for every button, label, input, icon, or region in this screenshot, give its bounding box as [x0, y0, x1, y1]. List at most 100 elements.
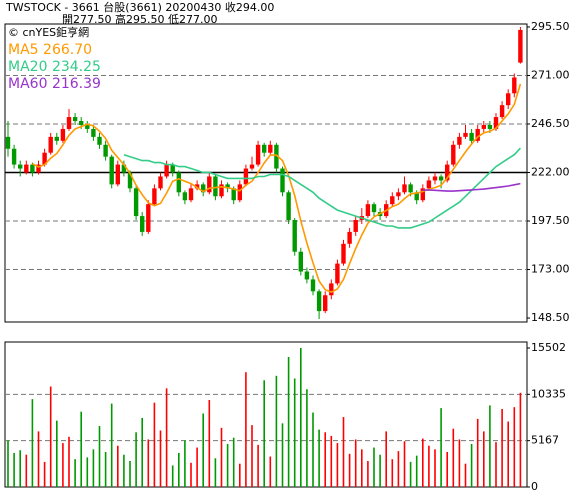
volume-bar: [98, 426, 101, 487]
candle-body: [48, 136, 53, 153]
volume-bar: [184, 440, 186, 487]
ma-line: [32, 83, 522, 293]
volume-bar: [293, 378, 296, 487]
y-tick-label: 5167: [531, 434, 559, 447]
volume-bar: [415, 455, 418, 487]
ma-line: [123, 147, 521, 229]
volume-bar: [306, 389, 308, 487]
candle-body: [249, 164, 255, 169]
legend-name: MA5: [8, 42, 39, 58]
volume-bar: [361, 449, 363, 487]
candle-body: [54, 136, 59, 141]
volume-bar: [385, 431, 387, 487]
volume-bar: [348, 453, 351, 487]
candle-body: [207, 176, 212, 193]
volume-bar: [312, 412, 314, 487]
candle-body: [286, 192, 291, 221]
volume-bar: [153, 402, 156, 487]
legend-entry: MA60 216.39: [8, 76, 101, 92]
volume-bar: [489, 405, 491, 487]
candle-body: [121, 164, 127, 173]
volume-bar: [25, 454, 28, 487]
candle-body: [24, 164, 29, 173]
legend-value: 266.70: [43, 42, 92, 58]
legend-value: 234.25: [52, 59, 101, 75]
legend-entry: MA5 266.70: [8, 42, 92, 58]
candle-body: [42, 152, 47, 165]
volume-bar: [123, 454, 125, 487]
candle-body: [219, 184, 224, 197]
candle-body: [18, 164, 23, 169]
candle-body: [225, 184, 230, 189]
candle-body: [231, 188, 236, 201]
header-line1: TWSTOCK - 3661 台股(3661) 20200430 收294.00: [5, 0, 274, 14]
volume-bar: [440, 408, 442, 487]
candle-body: [518, 29, 523, 63]
volume-bar: [275, 375, 278, 487]
volume-bar: [37, 431, 40, 487]
candle-body: [30, 164, 35, 173]
candle-body: [237, 184, 242, 201]
volume-bar: [367, 460, 369, 487]
volume-bar: [220, 427, 223, 487]
y-tick-label: 271.00: [531, 68, 570, 81]
candle-body: [487, 124, 493, 129]
volume-bar: [336, 443, 339, 487]
candle-body: [170, 164, 175, 173]
candle-body: [469, 132, 474, 141]
candle-body: [396, 192, 401, 197]
volume-bar: [49, 386, 52, 487]
candle-body: [457, 136, 462, 145]
volume-bar: [483, 431, 485, 487]
volume-bar: [13, 452, 15, 487]
volume-bar: [80, 411, 82, 487]
volume-bar: [129, 460, 131, 487]
volume-bar: [300, 348, 302, 487]
candle-body: [79, 121, 84, 125]
ma-line: [422, 182, 521, 192]
y-tick-label: 295.50: [531, 20, 570, 33]
candle-body: [115, 164, 120, 185]
candle-body: [493, 117, 499, 129]
candle-body: [414, 192, 419, 201]
candle-body: [201, 184, 206, 193]
y-tick-label: 15502: [531, 341, 566, 354]
candle-body: [323, 295, 328, 312]
volume-bar: [324, 432, 326, 487]
y-tick-label: 173.00: [531, 263, 570, 276]
candle-body: [408, 184, 413, 193]
volume-bar: [171, 465, 174, 487]
y-tick-label: 222.00: [531, 166, 570, 179]
y-tick-label: 0: [531, 480, 538, 493]
volume-bar: [458, 439, 461, 487]
volume-bar: [117, 445, 119, 487]
candle-body: [103, 144, 108, 157]
volume-bar: [226, 443, 229, 487]
volume-bar: [159, 430, 162, 487]
candle-body: [152, 188, 157, 205]
candle-body: [335, 263, 340, 284]
candle-body: [365, 204, 371, 217]
volume-bar: [287, 356, 290, 487]
candle-body: [194, 184, 200, 189]
volume-bar: [409, 461, 412, 487]
candle-body: [158, 176, 163, 189]
legend-name: MA20: [8, 59, 47, 75]
candle-body: [402, 184, 407, 193]
volume-bar: [165, 388, 168, 487]
candle-body: [243, 168, 249, 185]
candle-body: [512, 77, 517, 94]
volume-bar: [470, 443, 473, 487]
candle-body: [341, 243, 346, 264]
candle-body: [475, 128, 480, 141]
volume-frame: [4, 341, 528, 488]
legend-name: MA60: [8, 76, 47, 92]
candle-body: [310, 279, 316, 292]
volume-bar: [379, 454, 381, 487]
candle-body: [280, 168, 285, 193]
volume-bar: [519, 392, 522, 487]
volume-bar: [330, 435, 333, 487]
volume-bar: [31, 399, 34, 487]
